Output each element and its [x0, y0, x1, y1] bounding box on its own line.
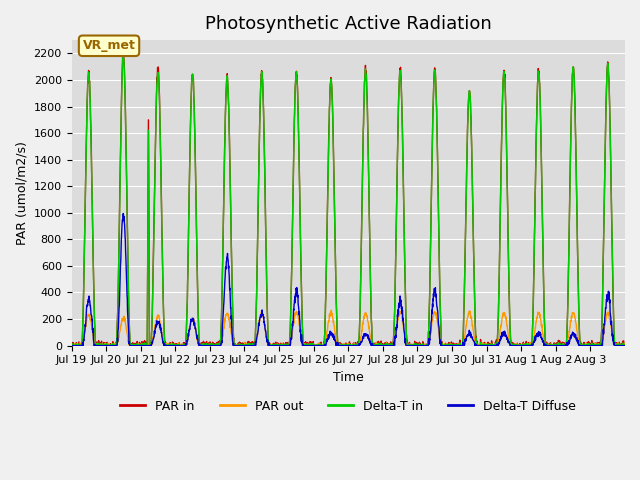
- PAR in: [68, 343, 76, 348]
- Delta-T Diffuse: [614, 343, 621, 348]
- Delta-T Diffuse: [120, 211, 127, 216]
- PAR out: [621, 342, 629, 348]
- Line: Delta-T in: Delta-T in: [72, 56, 625, 346]
- PAR in: [621, 343, 629, 348]
- PAR out: [328, 307, 335, 313]
- Delta-T in: [124, 222, 131, 228]
- Delta-T in: [119, 53, 127, 59]
- Text: VR_met: VR_met: [83, 39, 136, 52]
- PAR out: [515, 343, 523, 348]
- PAR in: [243, 342, 251, 348]
- Delta-T Diffuse: [243, 343, 250, 348]
- Delta-T Diffuse: [382, 343, 390, 348]
- PAR out: [243, 343, 250, 348]
- Delta-T in: [614, 341, 621, 347]
- PAR in: [68, 342, 76, 348]
- PAR in: [547, 340, 554, 346]
- PAR out: [614, 342, 621, 348]
- Delta-T in: [621, 343, 629, 348]
- Y-axis label: PAR (umol/m2/s): PAR (umol/m2/s): [15, 141, 28, 245]
- Delta-T Diffuse: [515, 343, 523, 348]
- Delta-T Diffuse: [621, 343, 629, 348]
- PAR in: [382, 343, 390, 348]
- Delta-T Diffuse: [68, 343, 76, 348]
- PAR in: [515, 342, 523, 348]
- Delta-T Diffuse: [124, 293, 131, 299]
- PAR out: [124, 330, 131, 336]
- Line: PAR out: PAR out: [72, 310, 625, 346]
- PAR out: [68, 342, 76, 348]
- Legend: PAR in, PAR out, Delta-T in, Delta-T Diffuse: PAR in, PAR out, Delta-T in, Delta-T Dif…: [115, 395, 581, 418]
- PAR out: [547, 341, 554, 347]
- Delta-T in: [515, 342, 523, 348]
- PAR in: [119, 49, 127, 55]
- PAR out: [68, 343, 76, 348]
- Delta-T in: [68, 343, 76, 348]
- PAR in: [124, 223, 131, 228]
- X-axis label: Time: Time: [333, 371, 364, 384]
- Line: Delta-T Diffuse: Delta-T Diffuse: [72, 214, 625, 346]
- PAR in: [614, 340, 621, 346]
- Delta-T in: [547, 341, 554, 347]
- Delta-T in: [243, 342, 251, 348]
- Delta-T Diffuse: [547, 343, 554, 348]
- Delta-T in: [382, 343, 390, 348]
- PAR out: [382, 342, 390, 348]
- Line: PAR in: PAR in: [72, 52, 625, 346]
- Delta-T in: [68, 342, 76, 348]
- Title: Photosynthetic Active Radiation: Photosynthetic Active Radiation: [205, 15, 492, 33]
